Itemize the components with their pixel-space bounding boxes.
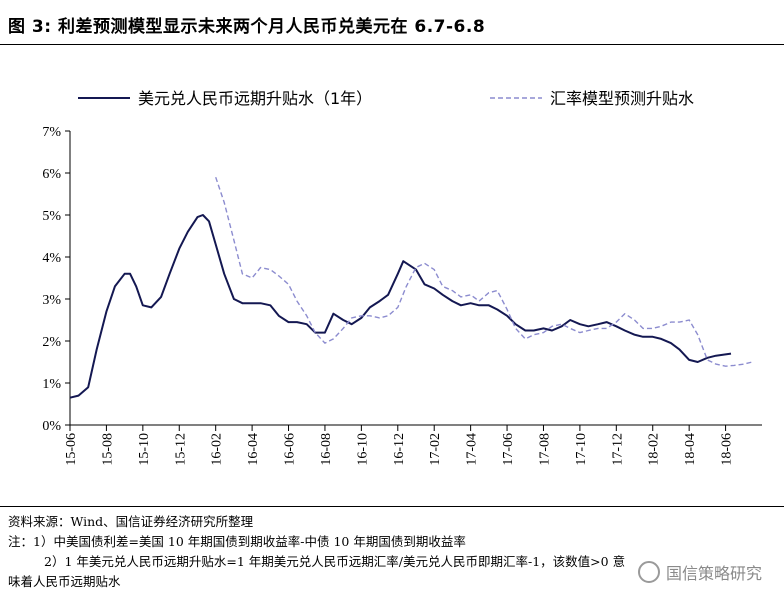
figure-title: 图 3: 利差预测模型显示未来两个月人民币兑美元在 6.7-6.8	[8, 17, 486, 37]
x-tick-label: 18-04	[683, 433, 698, 466]
y-tick-label: 6%	[42, 167, 61, 182]
watermark-text: 国信策略研究	[665, 564, 762, 583]
x-tick-label: 17-10	[574, 433, 589, 466]
note-1: 注：1）中美国债利差=美国 10 年期国债到期收益率-中债 10 年期国债到期收…	[8, 534, 466, 549]
x-tick-label: 18-06	[720, 433, 735, 466]
x-tick-label: 15-08	[100, 433, 115, 466]
note-2-cont: 味着人民币远期贴水	[8, 574, 121, 589]
x-tick-label: 18-02	[647, 433, 662, 466]
x-tick-label: 15-06	[64, 433, 79, 466]
y-tick-label: 5%	[42, 209, 61, 224]
y-tick-label: 7%	[42, 125, 61, 140]
axes: 0% 1% 2% 3% 4% 5% 6% 7% 15-06 15-08 15-10 15-12 16-0…	[42, 125, 762, 466]
chart: 美元兑人民币远期升贴水（1年） 汇率模型预测升贴水 0% 1% 2% 3% 4% 5% 6% 7…	[42, 89, 762, 466]
y-tick-label: 3%	[42, 293, 61, 308]
series-line-2	[215, 176, 753, 367]
series-line-1	[69, 214, 732, 399]
series-lines	[69, 176, 753, 399]
legend-label-2: 汇率模型预测升贴水	[550, 89, 694, 108]
x-tick-label: 15-10	[137, 433, 152, 466]
x-tick-label: 17-12	[610, 433, 625, 466]
x-tick-label: 17-04	[465, 433, 480, 466]
wechat-logo-icon	[637, 561, 660, 583]
x-tick-label: 16-04	[246, 433, 261, 466]
x-tick-label: 16-02	[210, 433, 225, 466]
legend-label-1: 美元兑人民币远期升贴水（1年）	[138, 89, 372, 108]
x-tick-label: 17-02	[428, 433, 443, 466]
legend: 美元兑人民币远期升贴水（1年） 汇率模型预测升贴水	[78, 89, 694, 108]
y-tick-label: 4%	[42, 251, 61, 266]
x-tick-label: 17-08	[537, 433, 552, 466]
title-rule	[0, 44, 784, 45]
note-2: 2）1 年美元兑人民币远期升贴水=1 年期美元兑人民币远期汇率/美元兑人民币即期…	[44, 554, 626, 569]
y-tick-label: 2%	[42, 335, 61, 350]
y-tick-label: 1%	[42, 377, 61, 392]
notes: 资料来源：Wind、国信证券经济研究所整理 注：1）中美国债利差=美国 10 年…	[8, 512, 625, 592]
y-tick-label: 0%	[42, 419, 61, 434]
x-tick-label: 15-12	[173, 433, 188, 466]
x-tick-label: 16-06	[283, 433, 298, 466]
watermark: 国信策略研究	[637, 560, 762, 584]
x-tick-label: 16-08	[319, 433, 334, 466]
x-tick-label: 16-10	[355, 433, 370, 466]
x-tick-label: 16-12	[392, 433, 407, 466]
x-tick-label: 17-06	[501, 433, 516, 466]
note-source: 资料来源：Wind、国信证券经济研究所整理	[8, 514, 254, 529]
notes-rule	[0, 506, 784, 507]
